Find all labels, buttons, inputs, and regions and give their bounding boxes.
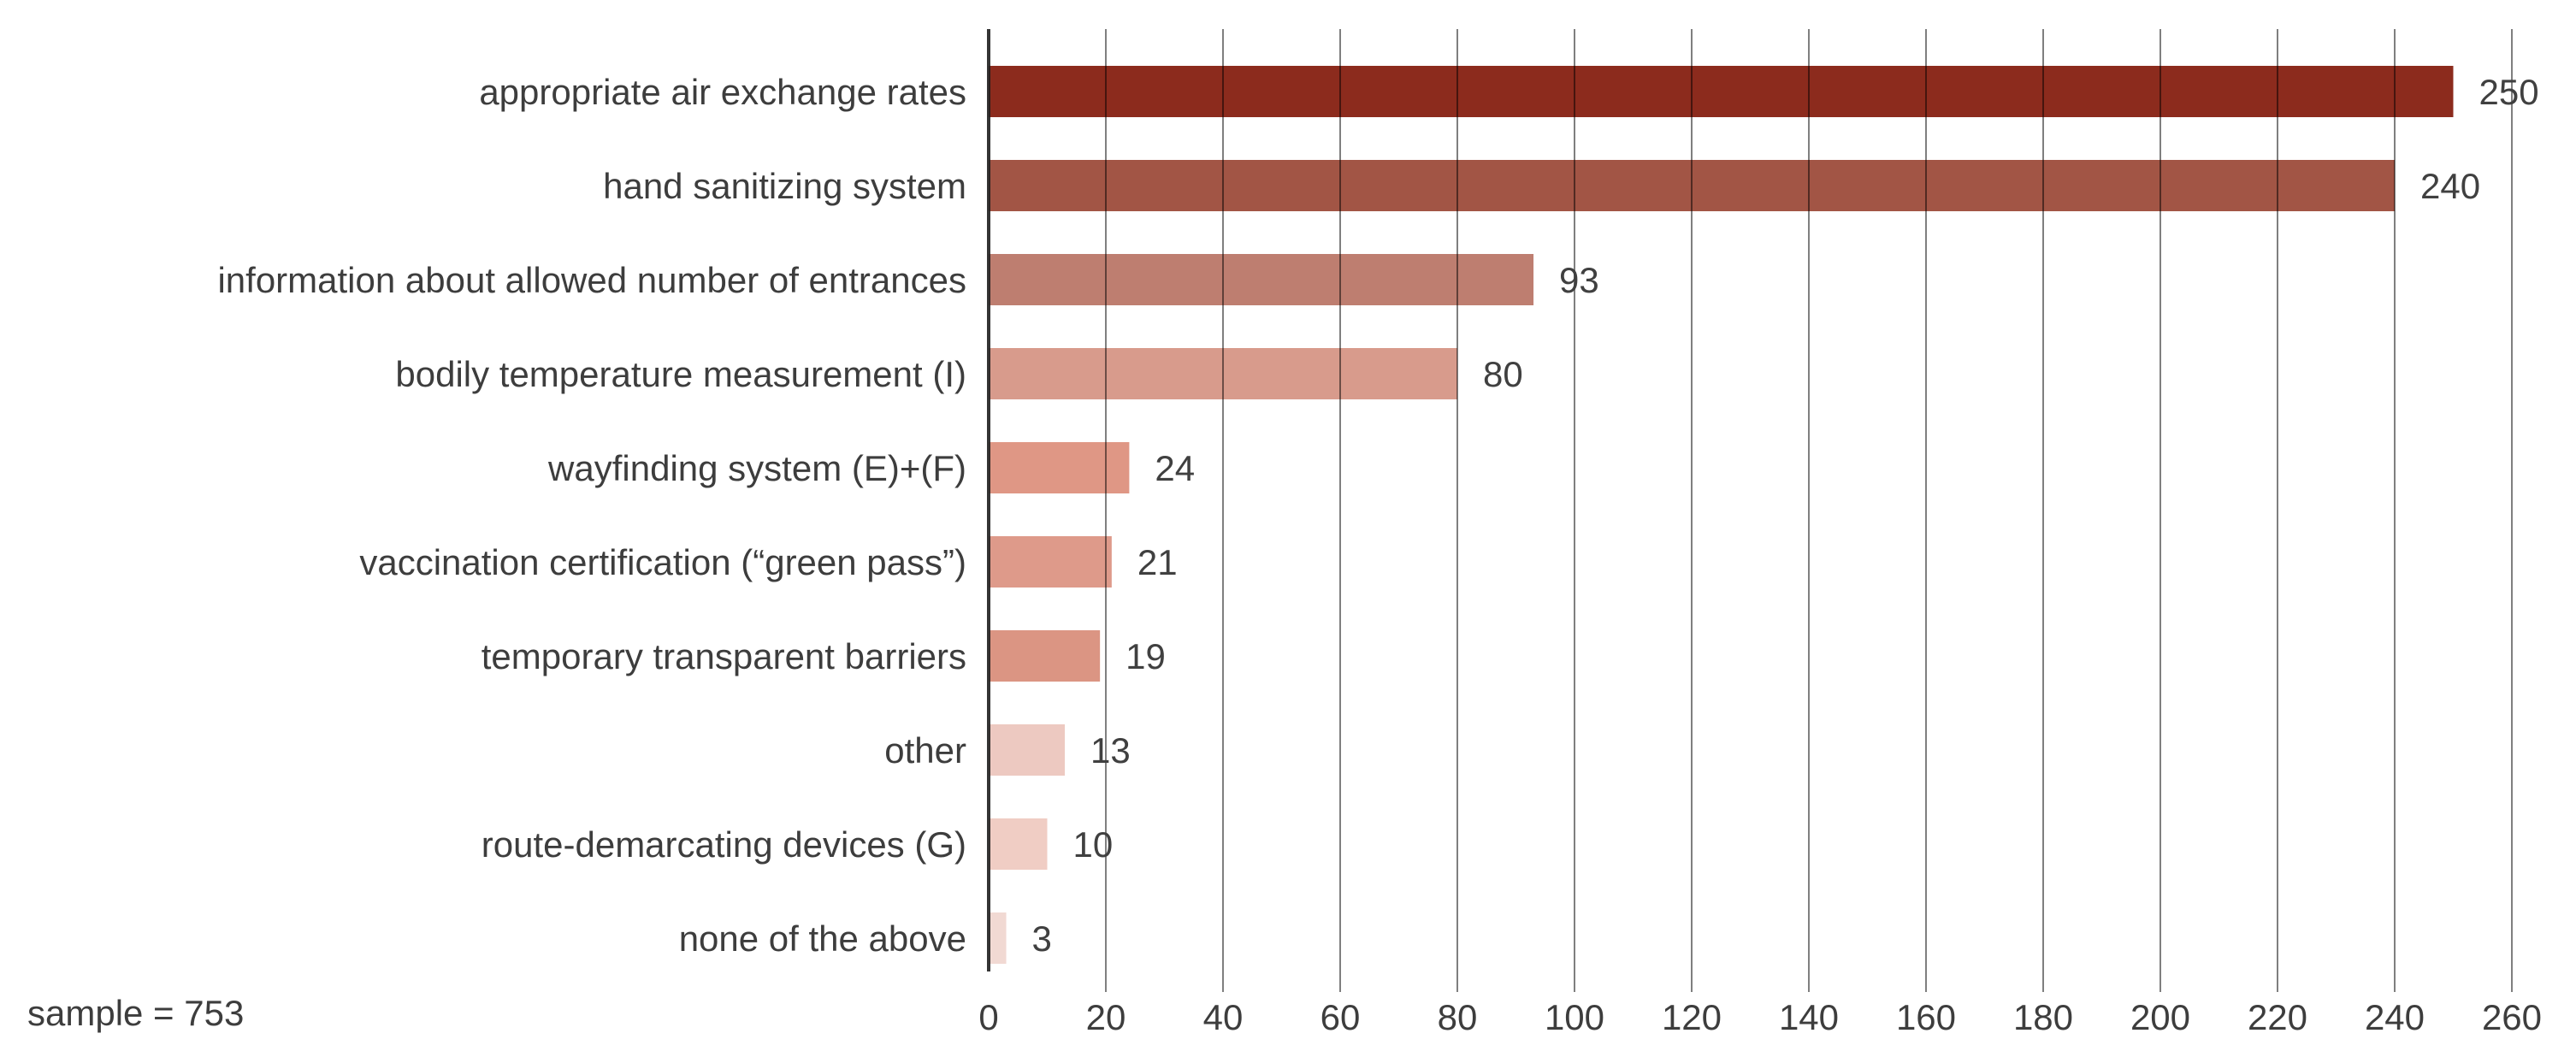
- bar: [989, 442, 1130, 493]
- x-tick-label: 200: [2130, 997, 2190, 1037]
- value-label: 80: [1483, 354, 1523, 394]
- category-label: bodily temperature measurement (I): [395, 354, 966, 394]
- value-label: 13: [1090, 730, 1131, 771]
- value-label: 19: [1126, 636, 1166, 676]
- value-label: 24: [1155, 448, 1195, 488]
- value-label: 93: [1559, 260, 1599, 300]
- value-label: 240: [2420, 166, 2480, 206]
- category-label: none of the above: [679, 918, 966, 959]
- x-tick-label: 140: [1779, 997, 1839, 1037]
- category-label: hand sanitizing system: [603, 166, 966, 206]
- x-tick-label: 100: [1545, 997, 1604, 1037]
- x-tick-label: 20: [1086, 997, 1126, 1037]
- bar: [989, 724, 1066, 776]
- x-tick-label: 260: [2482, 997, 2542, 1037]
- category-label: route-demarcating devices (G): [482, 824, 966, 865]
- x-tick-label: 160: [1896, 997, 1956, 1037]
- category-label: information about allowed number of entr…: [217, 260, 966, 300]
- bar: [989, 630, 1101, 682]
- x-tick-label: 220: [2248, 997, 2307, 1037]
- x-tick-label: 120: [1662, 997, 1722, 1037]
- category-label: temporary transparent barriers: [482, 636, 966, 676]
- x-tick-label: 180: [2013, 997, 2073, 1037]
- x-tick-label: 0: [978, 997, 998, 1037]
- value-label: 250: [2479, 72, 2539, 112]
- x-tick-label: 60: [1320, 997, 1361, 1037]
- bar: [989, 254, 1534, 305]
- category-label: other: [884, 730, 966, 771]
- category-label: appropriate air exchange rates: [479, 72, 966, 112]
- x-tick-label: 80: [1438, 997, 1478, 1037]
- bar: [989, 536, 1112, 588]
- sample-size-note: sample = 753: [27, 993, 245, 1033]
- value-label: 3: [1032, 918, 1052, 959]
- bar: [989, 818, 1048, 870]
- category-label: vaccination certification (“green pass”): [359, 542, 966, 582]
- category-label: wayfinding system (E)+(F): [547, 448, 966, 488]
- bar: [989, 66, 2454, 117]
- x-tick-label: 240: [2365, 997, 2425, 1037]
- value-label: 10: [1073, 824, 1114, 865]
- x-tick-label: 40: [1203, 997, 1244, 1037]
- bar: [989, 912, 1007, 964]
- value-label: 21: [1137, 542, 1178, 582]
